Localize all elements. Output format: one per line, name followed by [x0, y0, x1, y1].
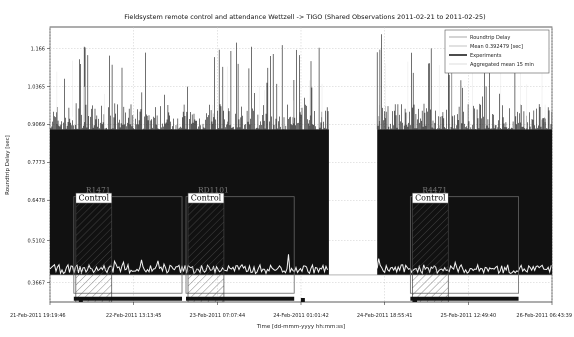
y-tick-label: 0.7773	[28, 160, 46, 166]
y-tick-label: 0.9069	[28, 122, 46, 128]
roundtrip-delay-band	[377, 129, 552, 275]
experiment-bar	[410, 296, 519, 301]
experiment-marker	[300, 298, 305, 302]
experiment-label: R4471	[422, 186, 447, 195]
roundtrip-delay-spikes	[50, 42, 329, 130]
experiment-box	[409, 196, 519, 294]
y-tick-label: 0.5102	[28, 238, 46, 244]
y-axis-label: Roundtrip Delay [sec]	[5, 135, 11, 195]
x-tick-label: 24-Feb-2011 01:01:42	[273, 313, 329, 319]
x-tick-label: 21-Feb-2011 19:19:46	[10, 313, 66, 319]
experiment-bar	[186, 296, 295, 301]
experiment-label: RD1101	[198, 186, 229, 195]
control-label: Control	[79, 194, 110, 203]
control-label-box	[412, 192, 449, 204]
y-tick-label: 0.3667	[28, 280, 46, 286]
axes-layer: 0.3667 0.5102 0.6478 0.7773 0.9069 1.0365 1.16…	[10, 46, 572, 319]
x-tick-label: 26-Feb-2011 06:43:39	[516, 313, 572, 319]
roundtrip-delay-light-spikes	[56, 60, 323, 128]
control-label: Control	[191, 194, 222, 203]
x-tick-label: 22-Feb-2011 13:13:45	[106, 313, 162, 319]
legend: Roundtrip Delay Mean 0.392479 [sec] Expe…	[444, 29, 550, 74]
chart-title: Fieldsystem remote control and attendanc…	[124, 13, 485, 21]
control-hatch-area	[75, 200, 113, 303]
control-label: Control	[415, 194, 446, 203]
x-tick-label: 23-Feb-2011 07:07:44	[190, 313, 246, 319]
experiment-marker	[413, 298, 418, 302]
control-hatch-area	[412, 200, 449, 303]
legend-label-aggregated: Aggregated mean 15 min	[470, 62, 534, 68]
experiment-box	[185, 196, 295, 294]
y-tick-label: 0.6478	[28, 198, 46, 204]
experiment-marker	[78, 298, 83, 302]
y-tick-label: 1.0365	[28, 84, 46, 90]
control-label-box	[75, 192, 113, 204]
experiment-label: R1471	[86, 186, 111, 195]
legend-label-mean: Mean 0.392479 [sec]	[470, 44, 523, 50]
aggregated-mean-line	[376, 258, 552, 275]
experiment-box	[73, 196, 183, 294]
roundtrip-delay-spikes	[376, 34, 553, 130]
legend-label-roundtrip: Roundtrip Delay	[470, 35, 510, 41]
roundtrip-delay-light-spikes	[378, 57, 546, 129]
control-label-box	[187, 192, 225, 204]
x-tick-label: 25-Feb-2011 12:49:40	[441, 313, 497, 319]
x-axis-label: Time [dd-mmm-yyyy hh:mm:ss]	[256, 324, 345, 330]
x-tick-label: 24-Feb-2011 18:55:41	[357, 313, 413, 319]
legend-label-experiments: Experiments	[470, 53, 502, 59]
experiment-bar	[73, 296, 183, 301]
control-hatch-area	[187, 200, 225, 303]
y-tick-label: 1.166	[31, 46, 45, 52]
